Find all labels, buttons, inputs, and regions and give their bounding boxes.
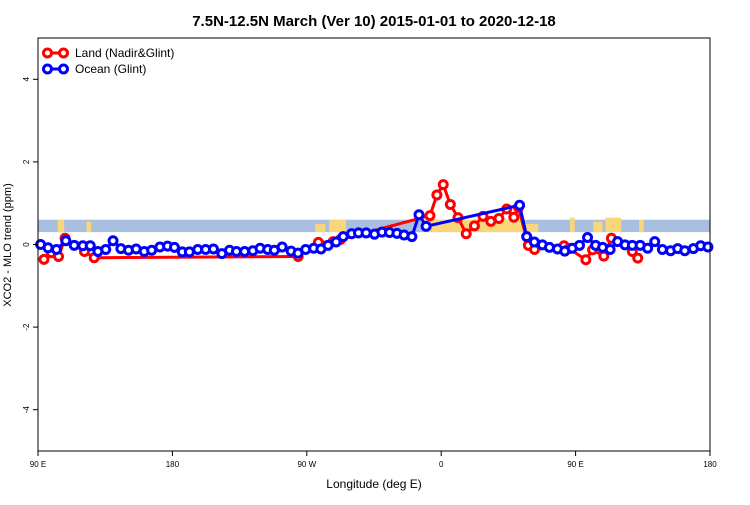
axes: 90 E 180 90 W 0 90 E 180 -4 -2 0 2 4 bbox=[22, 77, 717, 469]
data-point bbox=[185, 248, 193, 256]
data-point bbox=[433, 191, 441, 199]
x-tick-label: 90 E bbox=[30, 460, 46, 469]
y-tick-label: 0 bbox=[22, 242, 31, 247]
data-point bbox=[584, 233, 592, 241]
data-point bbox=[339, 233, 347, 241]
data-point bbox=[651, 238, 659, 246]
data-point bbox=[510, 213, 518, 221]
chart-title: 7.5N-12.5N March (Ver 10) 2015-01-01 to … bbox=[192, 13, 556, 30]
data-point bbox=[362, 229, 370, 237]
data-point bbox=[209, 245, 217, 253]
land-patch bbox=[87, 222, 92, 232]
data-point bbox=[658, 245, 666, 253]
data-point bbox=[704, 243, 712, 251]
data-point bbox=[422, 222, 430, 230]
series-line-segment bbox=[94, 256, 298, 257]
data-point bbox=[634, 254, 642, 262]
land-patch bbox=[58, 220, 65, 232]
legend-marker bbox=[60, 65, 68, 73]
data-point bbox=[109, 237, 117, 245]
y-tick-label: 4 bbox=[22, 77, 31, 82]
land-patch bbox=[570, 218, 575, 232]
data-point bbox=[446, 200, 454, 208]
legend-label: Land (Nadir&Glint) bbox=[75, 46, 174, 60]
legend: Land (Nadir&Glint) Ocean (Glint) bbox=[43, 46, 174, 76]
data-point bbox=[102, 245, 110, 253]
data-point bbox=[86, 242, 94, 250]
land-patch bbox=[639, 220, 644, 232]
data-point bbox=[70, 241, 78, 249]
x-tick-label: 180 bbox=[703, 460, 717, 469]
data-point bbox=[582, 256, 590, 264]
y-tick-label: -4 bbox=[22, 406, 31, 414]
data-point bbox=[576, 241, 584, 249]
data-point bbox=[52, 245, 60, 253]
y-tick-label: -2 bbox=[22, 323, 31, 331]
data-point bbox=[495, 214, 503, 222]
data-point bbox=[40, 255, 48, 263]
x-axis-label: Longitude (deg E) bbox=[326, 477, 421, 491]
data-point bbox=[516, 201, 524, 209]
data-point bbox=[681, 247, 689, 255]
x-tick-label: 90 W bbox=[297, 460, 316, 469]
plot-area bbox=[37, 181, 712, 264]
data-point bbox=[278, 243, 286, 251]
data-point bbox=[44, 244, 52, 252]
legend-marker bbox=[44, 65, 52, 73]
land-patch bbox=[315, 224, 325, 232]
data-point bbox=[439, 181, 447, 189]
land-patch bbox=[525, 224, 538, 232]
data-point bbox=[408, 233, 416, 241]
data-point bbox=[415, 211, 423, 219]
data-point bbox=[606, 245, 614, 253]
legend-marker bbox=[44, 49, 52, 57]
land-patch bbox=[329, 220, 346, 232]
data-point bbox=[426, 212, 434, 220]
x-tick-label: 90 E bbox=[567, 460, 583, 469]
data-point bbox=[644, 244, 652, 252]
legend-marker bbox=[60, 49, 68, 57]
y-tick-label: 2 bbox=[22, 159, 31, 164]
land-patch bbox=[593, 222, 602, 232]
legend-label: Ocean (Glint) bbox=[75, 62, 146, 76]
data-point bbox=[62, 237, 70, 245]
land-patch bbox=[605, 218, 621, 232]
x-tick-label: 0 bbox=[439, 460, 444, 469]
data-point bbox=[462, 230, 470, 238]
data-point bbox=[470, 222, 478, 230]
x-tick-label: 180 bbox=[166, 460, 180, 469]
y-axis-label: XCO2 - MLO trend (ppm) bbox=[2, 183, 14, 306]
